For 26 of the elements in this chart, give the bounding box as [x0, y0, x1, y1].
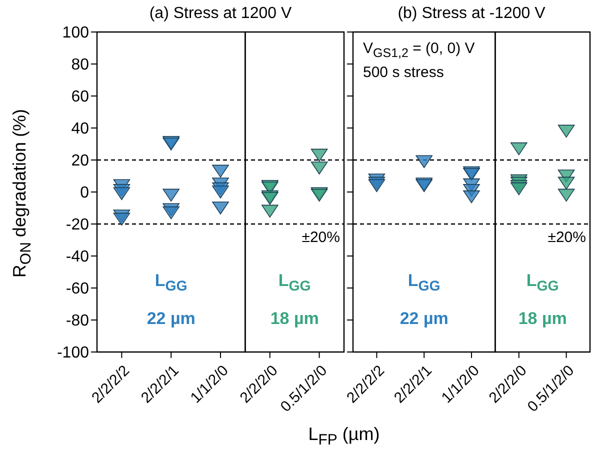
- y-tick-label: -40: [66, 248, 90, 266]
- y-tick-label: -20: [66, 216, 90, 234]
- annotation: ±20%: [548, 229, 586, 246]
- y-tick-label: 0: [80, 184, 90, 202]
- chart-title: (a) Stress at 1200 V: [148, 5, 293, 23]
- annotation: 500 s stress: [363, 64, 444, 81]
- chart-title: (b) Stress at -1200 V: [396, 5, 546, 23]
- annotation: 22 µm: [398, 309, 450, 329]
- y-tick-label: 60: [71, 88, 90, 106]
- annotation: ±20%: [302, 229, 340, 246]
- y-tick-label: -60: [66, 280, 90, 298]
- annotation: L$_{GG}$: [525, 270, 560, 294]
- annotation: V$_{GS1,2}$ = (0, 0) V: [363, 40, 475, 60]
- y-tick-label: 100: [62, 24, 90, 42]
- annotation: L$_{GG}$: [277, 270, 312, 294]
- annotation: 18 µm: [269, 309, 320, 329]
- y-tick-label: 40: [71, 120, 90, 138]
- y-tick-label: -100: [56, 344, 90, 362]
- annotation: L$_{GG}$: [406, 270, 442, 294]
- annotation: 22 µm: [146, 309, 196, 329]
- y-tick-label: 20: [71, 152, 90, 170]
- y-tick-label: -80: [66, 312, 90, 330]
- annotation: 18 µm: [517, 309, 568, 329]
- annotation: L$_{GG}$: [154, 270, 188, 294]
- x-axis-title: L$_{FP}$ (µm): [307, 424, 381, 449]
- y-tick-label: 80: [71, 56, 90, 74]
